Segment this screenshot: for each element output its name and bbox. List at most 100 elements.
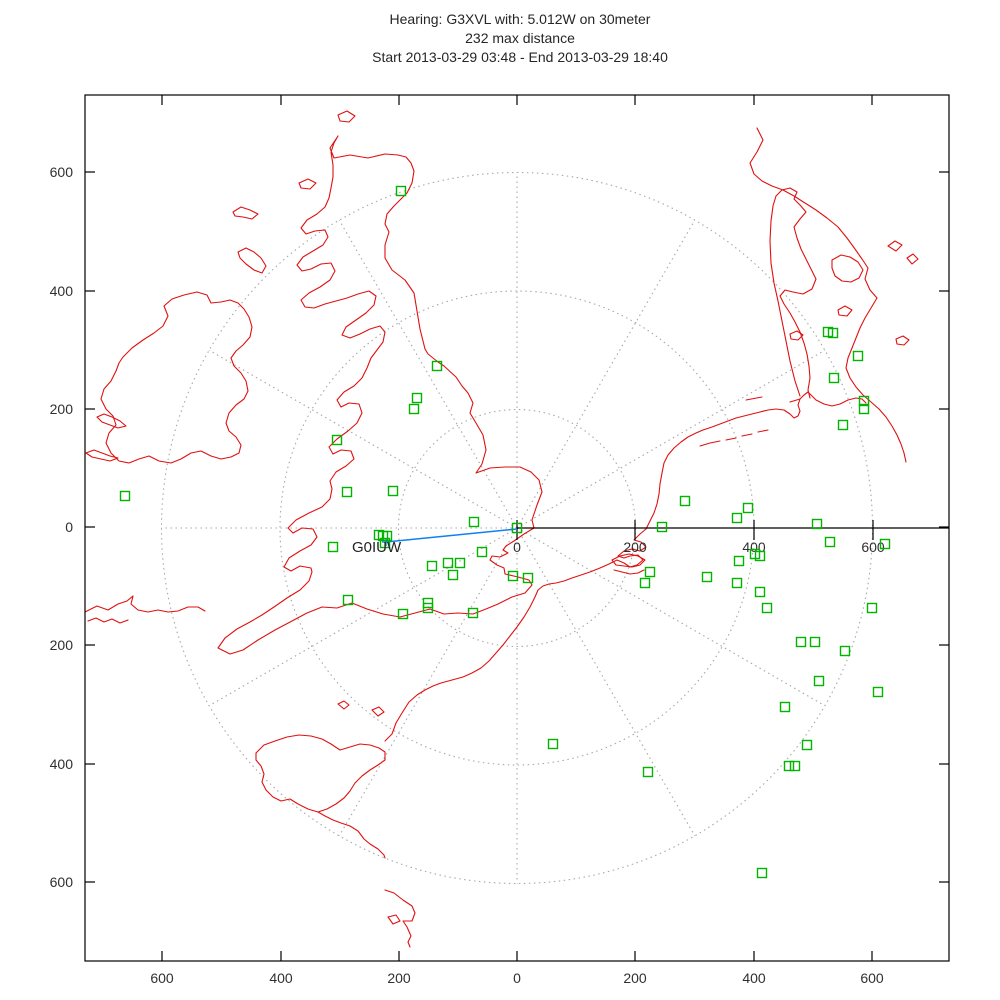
- reporter-square: [454, 557, 466, 569]
- coastline-brittany_west: [255, 752, 319, 813]
- reporter-square: [733, 555, 745, 567]
- reporter-square: [426, 560, 438, 572]
- coastline-ireland_south_islets: [87, 617, 129, 624]
- bearing-spoke-30: [516, 527, 826, 707]
- reporter-square: [476, 546, 488, 558]
- y-axis-label: 600: [50, 164, 74, 180]
- reporter-square: [742, 502, 754, 514]
- reporter-square: [879, 538, 891, 550]
- coastline-norway_islet_2: [906, 253, 919, 265]
- reporter-square: [852, 350, 864, 362]
- coastline-channel_island_1: [337, 700, 350, 710]
- coastline-zeeland_delta: [611, 553, 646, 568]
- distance-axis-label: 400: [742, 539, 766, 555]
- coastline-brittany: [255, 734, 386, 859]
- title-line-2: 232 max distance: [465, 30, 575, 46]
- coastline-ireland_west_frag2: [85, 449, 119, 462]
- reporter-square: [442, 557, 454, 569]
- coastline-hebrides_2: [237, 247, 267, 274]
- beam-line-g0iuw: [385, 528, 518, 543]
- coastline-danish_island_1: [831, 254, 864, 283]
- coastline-great_britain: [217, 135, 543, 655]
- coastline-wadden_1: [699, 440, 721, 447]
- x-axis-label: 0: [513, 970, 521, 986]
- x-axis-label: 600: [860, 970, 884, 986]
- reporter-square: [431, 360, 443, 372]
- distance-axis-label: 600: [861, 539, 885, 555]
- reporter-square: [522, 572, 534, 584]
- reporter-square: [411, 392, 423, 404]
- distance-axis-label: 0: [513, 539, 521, 555]
- coastline-orkney_2: [337, 110, 356, 123]
- reporter-square: [858, 403, 870, 415]
- reporter-square: [644, 566, 656, 578]
- bearing-spoke-120: [338, 527, 518, 837]
- reporter-square: [331, 434, 343, 446]
- bearing-spoke-150: [208, 527, 518, 707]
- reporter-square: [341, 486, 353, 498]
- coastline-ireland: [100, 291, 253, 464]
- reporter-square: [761, 602, 773, 614]
- reporter-square: [866, 602, 878, 614]
- y-axis-label: 200: [50, 401, 74, 417]
- reporter-square: [813, 675, 825, 687]
- x-axis-label: 400: [742, 970, 766, 986]
- x-axis-label: 400: [269, 970, 293, 986]
- reporter-square: [811, 518, 823, 530]
- reporter-square: [731, 577, 743, 589]
- y-axis-label: 400: [50, 756, 74, 772]
- reporter-square: [809, 636, 821, 648]
- coastline-ireland_west_frag1: [96, 413, 127, 429]
- reporter-square: [872, 686, 884, 698]
- coastline-jutland: [769, 187, 817, 399]
- coastline-danish_island_2: [837, 305, 853, 317]
- reporter-square: [387, 485, 399, 497]
- reporter-square: [783, 760, 795, 772]
- y-axis-label: 200: [50, 637, 74, 653]
- reporter-square: [395, 185, 407, 197]
- reporter-square: [824, 536, 836, 548]
- coastline-wadden_4: [757, 429, 769, 433]
- coastline-norway_islet_1: [887, 240, 903, 252]
- reporter-square: [381, 530, 393, 542]
- reporter-square: [754, 550, 766, 562]
- plot-title-block: Hearing: G3XVL with: 5.012W on 30meter 2…: [20, 10, 1000, 67]
- reporter-square: [397, 608, 409, 620]
- reporter-square: [447, 569, 459, 581]
- title-line-3: Start 2013-03-29 03:48 - End 2013-03-29 …: [372, 49, 668, 65]
- reporter-square: [701, 571, 713, 583]
- reporter-square: [801, 739, 813, 751]
- reporter-square: [468, 516, 480, 528]
- reporter-square: [754, 586, 766, 598]
- reporter-square: [379, 537, 391, 549]
- coastline-sweden_west: [845, 297, 907, 463]
- reporter-square: [342, 594, 354, 606]
- coastline-zeeland_spur: [613, 569, 645, 575]
- reporter-square: [547, 738, 559, 750]
- y-axis-label: 400: [50, 283, 74, 299]
- callsign-label: G0IUW: [352, 539, 402, 556]
- bearing-spoke-210: [208, 349, 518, 529]
- coastline-ireland_south_coast: [84, 595, 206, 613]
- x-axis-label: 600: [150, 970, 174, 986]
- reporter-square: [679, 495, 691, 507]
- reporter-square: [839, 645, 851, 657]
- y-axis-label: 0: [65, 519, 73, 535]
- reporter-square: [756, 867, 768, 879]
- coastline-orkney_1: [298, 178, 317, 190]
- coastline-hebrides_1: [232, 206, 259, 220]
- coastline-danish_island_3: [789, 330, 804, 341]
- bearing-spoke-300: [516, 219, 696, 529]
- coastline-france_north: [384, 429, 704, 742]
- reporter-square: [837, 419, 849, 431]
- reporter-square: [507, 570, 519, 582]
- reporter-square: [327, 541, 339, 553]
- reporter-square: [656, 521, 668, 533]
- coastline-biscay_islet: [387, 914, 401, 925]
- coastline-channel_island_2: [371, 706, 385, 717]
- reporter-square: [858, 395, 870, 407]
- reporter-square: [789, 760, 801, 772]
- y-axis-label: 600: [50, 874, 74, 890]
